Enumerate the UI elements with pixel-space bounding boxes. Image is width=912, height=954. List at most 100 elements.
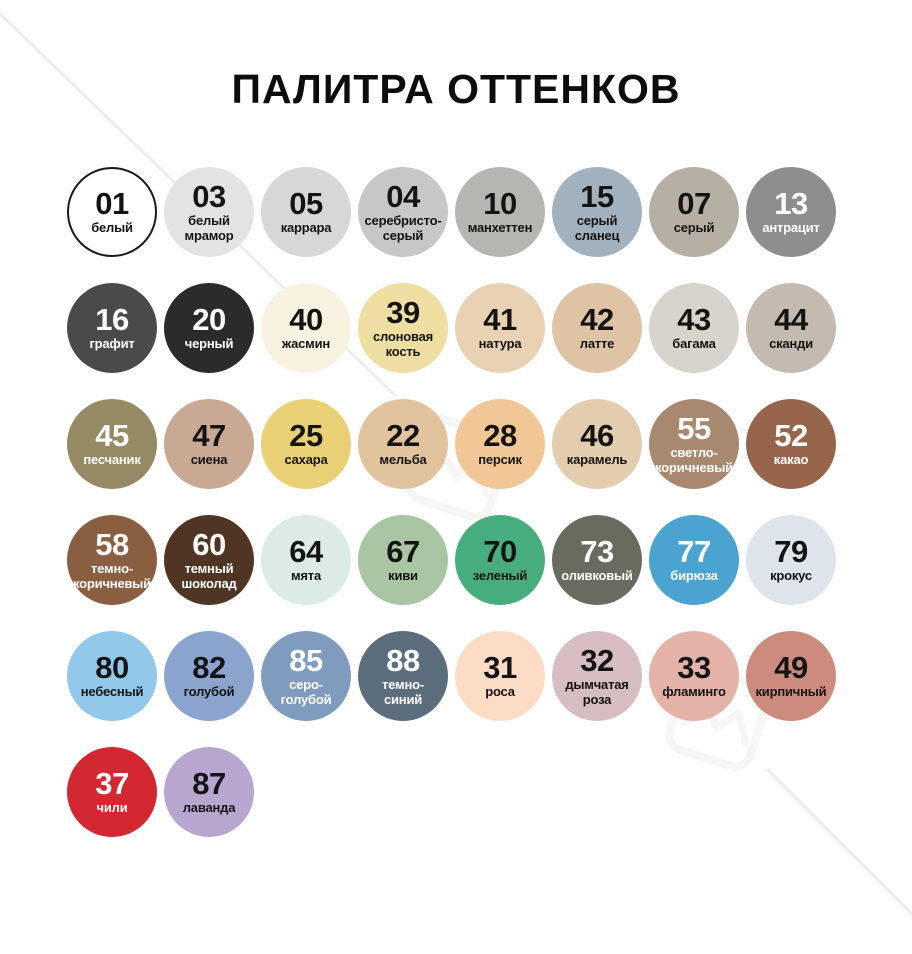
shade-code: 16 xyxy=(95,302,129,338)
shade-code: 13 xyxy=(774,186,808,222)
shade-code: 88 xyxy=(386,642,420,678)
shade-circle-01: 01 белый xyxy=(67,167,157,257)
shade-code: 58 xyxy=(95,526,129,562)
shade-code: 20 xyxy=(192,302,226,338)
shade-name: дымчатая роза xyxy=(565,676,629,707)
shade-circle-16: 16 графит xyxy=(67,283,157,373)
shade-circle-13: 13 антрацит xyxy=(746,167,836,257)
shade-name: оливковый xyxy=(561,568,633,584)
shade-circle-31: 31 роса xyxy=(455,631,545,721)
shade-name: белый xyxy=(91,220,133,236)
shade-circle-77: 77 бирюза xyxy=(649,515,739,605)
shade-code: 73 xyxy=(580,534,614,570)
shade-circle-64: 64 мята xyxy=(261,515,351,605)
shade-code: 87 xyxy=(192,766,226,802)
shade-name: серебристо- серый xyxy=(364,212,442,243)
shade-code: 55 xyxy=(677,410,711,446)
shade-circle-22: 22 мельба xyxy=(358,399,448,489)
shade-code: 67 xyxy=(386,534,420,570)
shade-code: 39 xyxy=(386,294,420,330)
shade-circle-03: 03 белый мрамор xyxy=(164,167,254,257)
shade-code: 60 xyxy=(192,526,226,562)
shade-code: 70 xyxy=(483,534,517,570)
palette-grid: 01 белый 03 белый мрамор 05 каррара 04 серебрис… xyxy=(67,167,845,837)
shade-name: серо- голубой xyxy=(280,676,332,707)
shade-code: 03 xyxy=(192,178,226,214)
shade-name: антрацит xyxy=(762,220,820,236)
shade-code: 04 xyxy=(386,178,420,214)
shade-name: голубой xyxy=(183,684,235,700)
shade-circle-33: 33 фламинго xyxy=(649,631,739,721)
shade-code: 25 xyxy=(289,418,323,454)
palette-row: 58 темно- коричневый 60 темный шоколад 64 мят… xyxy=(67,515,845,605)
shade-code: 45 xyxy=(95,418,129,454)
shade-name: слоновая кость xyxy=(372,328,434,359)
shade-code: 46 xyxy=(580,418,614,454)
shade-name: темно- коричневый xyxy=(73,560,151,591)
shade-name: графит xyxy=(89,336,135,352)
shade-circle-55: 55 светло- коричневый xyxy=(649,399,739,489)
shade-code: 28 xyxy=(483,418,517,454)
shade-name: светло- коричневый xyxy=(655,444,733,475)
shade-circle-37: 37 чили xyxy=(67,747,157,837)
shade-circle-43: 43 багама xyxy=(649,283,739,373)
shade-name: фламинго xyxy=(662,684,726,700)
shade-name: какао xyxy=(773,452,809,468)
shade-code: 44 xyxy=(774,302,808,338)
shade-name: бирюза xyxy=(670,568,718,584)
shade-code: 80 xyxy=(95,650,129,686)
shade-name: багама xyxy=(672,336,716,352)
palette-row: 16 графит 20 черный 40 жасмин 39 слоновая кость… xyxy=(67,283,845,373)
shade-name: небесный xyxy=(80,684,144,700)
shade-circle-20: 20 черный xyxy=(164,283,254,373)
shade-circle-10: 10 манхеттен xyxy=(455,167,545,257)
palette-row: 45 песчаник 47 сиена 25 сахара 22 мельба 28 перси… xyxy=(67,399,845,489)
shade-circle-85: 85 серо- голубой xyxy=(261,631,351,721)
shade-circle-60: 60 темный шоколад xyxy=(164,515,254,605)
shade-code: 32 xyxy=(580,642,614,678)
shade-circle-07: 07 серый xyxy=(649,167,739,257)
shade-circle-05: 05 каррара xyxy=(261,167,351,257)
shade-code: 41 xyxy=(483,302,517,338)
shade-name: каррара xyxy=(280,220,332,236)
shade-name: карамель xyxy=(566,452,628,468)
shade-circle-49: 49 кирпичный xyxy=(746,631,836,721)
page-title: ПАЛИТРА ОТТЕНКОВ xyxy=(231,66,681,112)
shade-circle-44: 44 сканди xyxy=(746,283,836,373)
shade-circle-87: 87 лаванда xyxy=(164,747,254,837)
shade-code: 33 xyxy=(677,650,711,686)
shade-name: кирпичный xyxy=(755,684,827,700)
palette-row: 80 небесный 82 голубой 85 серо- голубой 88 темн… xyxy=(67,631,845,721)
shade-name: сканди xyxy=(769,336,813,352)
shade-code: 10 xyxy=(483,186,517,222)
shade-name: серый xyxy=(673,220,715,236)
shade-name: песчаник xyxy=(83,452,141,468)
shade-code: 64 xyxy=(289,534,323,570)
shade-code: 43 xyxy=(677,302,711,338)
shade-code: 49 xyxy=(774,650,808,686)
shade-name: черный xyxy=(184,336,234,352)
shade-name: мельба xyxy=(379,452,427,468)
shade-name: чили xyxy=(96,800,128,816)
shade-name: белый мрамор xyxy=(184,212,234,243)
shade-code: 37 xyxy=(95,766,129,802)
shade-circle-04: 04 серебристо- серый xyxy=(358,167,448,257)
shade-circle-40: 40 жасмин xyxy=(261,283,351,373)
shade-code: 52 xyxy=(774,418,808,454)
shade-name: сахара xyxy=(284,452,328,468)
shade-name: натура xyxy=(478,336,522,352)
shade-circle-52: 52 какао xyxy=(746,399,836,489)
palette-row: 37 чили 87 лаванда xyxy=(67,747,845,837)
shade-code: 79 xyxy=(774,534,808,570)
shade-name: латте xyxy=(579,336,615,352)
shade-name: персик xyxy=(478,452,522,468)
shade-circle-80: 80 небесный xyxy=(67,631,157,721)
shade-circle-42: 42 латте xyxy=(552,283,642,373)
shade-circle-32: 32 дымчатая роза xyxy=(552,631,642,721)
shade-circle-28: 28 персик xyxy=(455,399,545,489)
shade-name: лаванда xyxy=(182,800,236,816)
shade-name: темно- синий xyxy=(382,676,424,707)
shade-code: 85 xyxy=(289,642,323,678)
shade-circle-39: 39 слоновая кость xyxy=(358,283,448,373)
shade-circle-73: 73 оливковый xyxy=(552,515,642,605)
